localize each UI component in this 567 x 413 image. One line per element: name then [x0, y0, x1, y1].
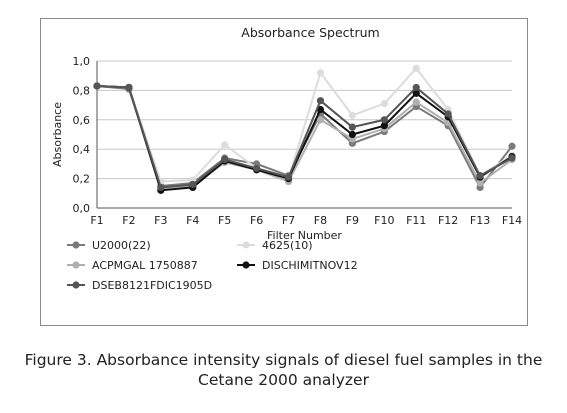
data-point — [380, 116, 388, 124]
y-tick-label: 0,0 — [73, 202, 91, 215]
y-tick-label: 0,6 — [73, 114, 91, 127]
data-point — [316, 97, 325, 105]
y-tick-label: 0,8 — [73, 84, 91, 97]
chart-frame: Absorbance Spectrum 0,0 0,2 0,4 0,6 0,8 1,0 F1 F… — [40, 18, 528, 326]
x-tick-label: F6 — [250, 214, 263, 227]
legend-label: U2000(22) — [92, 239, 151, 252]
data-point — [412, 83, 420, 92]
series-line-5 — [96, 84, 513, 189]
legend-label: ACPMGAL 1750887 — [92, 259, 198, 272]
data-point — [253, 164, 261, 172]
legend-marker — [242, 261, 250, 269]
data-point — [221, 141, 229, 149]
legend-marker — [72, 261, 80, 269]
data-point — [508, 142, 516, 150]
data-point — [380, 122, 388, 130]
data-point — [380, 100, 388, 108]
y-tick-label: 0,4 — [73, 143, 91, 156]
legend-marker — [242, 241, 250, 249]
chart-title: Absorbance Spectrum — [241, 25, 379, 40]
data-point — [508, 154, 516, 162]
data-point — [348, 130, 356, 139]
absorbance-chart: Absorbance Spectrum 0,0 0,2 0,4 0,6 0,8 1,0 F1 F… — [51, 25, 522, 292]
series-line-4 — [96, 84, 513, 192]
caption-line-1: Figure 3. Absorbance intensity signals o… — [24, 351, 543, 369]
x-axis-title: Filter Number — [267, 229, 342, 242]
data-point — [412, 89, 420, 97]
data-point — [412, 64, 420, 72]
x-tick-label: F5 — [218, 214, 231, 227]
y-axis-title: Absorbance — [51, 102, 64, 167]
x-tick-label: F13 — [470, 214, 490, 227]
x-tick-label: F11 — [406, 214, 426, 227]
data-point — [221, 155, 229, 164]
data-point — [125, 83, 133, 92]
x-tick-label: F14 — [502, 214, 522, 227]
series-line-3 — [96, 84, 513, 190]
x-tick-label: F10 — [374, 214, 394, 227]
legend-label: DISCHIMITNOV12 — [262, 259, 358, 272]
legend-label: 4625(10) — [262, 239, 313, 252]
data-point — [93, 82, 101, 90]
data-point — [157, 183, 165, 192]
y-tick-label: 1,0 — [73, 55, 91, 68]
data-point — [189, 180, 197, 189]
data-point — [284, 173, 293, 181]
y-tick-label: 0,2 — [73, 173, 91, 186]
data-point — [348, 111, 356, 119]
legend-marker — [72, 241, 80, 249]
legend-label: DSEB8121FDIC1905D — [92, 279, 212, 292]
data-point — [316, 69, 325, 77]
data-point — [348, 123, 356, 131]
caption-line-2: Cetane 2000 analyzer — [198, 371, 369, 389]
legend-marker — [72, 281, 80, 289]
x-tick-label: F1 — [90, 214, 103, 227]
data-point — [476, 172, 484, 180]
x-tick-label: F7 — [282, 214, 295, 227]
x-tick-label: F3 — [154, 214, 167, 227]
x-tick-label: F9 — [346, 214, 359, 227]
x-tick-label: F2 — [122, 214, 135, 227]
data-point — [316, 116, 325, 124]
x-tick-label: F8 — [314, 214, 327, 227]
data-point — [412, 98, 420, 106]
x-tick-label: F4 — [186, 214, 199, 227]
data-point — [316, 105, 325, 114]
data-point — [476, 179, 484, 187]
x-tick-label: F12 — [438, 214, 458, 227]
series-line-2 — [96, 66, 513, 183]
data-point — [444, 110, 452, 118]
figure-caption: Figure 3. Absorbance intensity signals o… — [0, 350, 567, 390]
